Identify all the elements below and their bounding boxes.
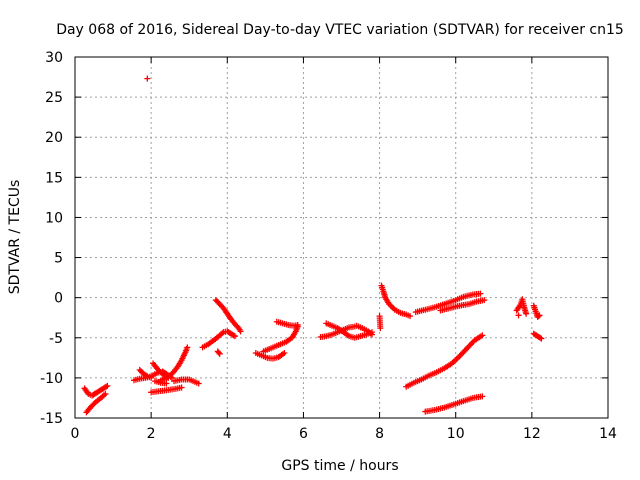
data-point — [535, 313, 542, 320]
data-point — [407, 313, 414, 320]
data-point — [104, 382, 111, 389]
data-point — [184, 344, 191, 351]
data-point — [219, 330, 226, 337]
data-point — [388, 303, 395, 310]
x-tick-label: 10 — [447, 426, 465, 442]
y-axis-label: SDTVAR / TECUs — [7, 180, 23, 295]
data-point — [216, 350, 223, 357]
y-tick-label: 0 — [54, 291, 63, 307]
data-point — [103, 383, 110, 390]
data-point — [163, 380, 170, 387]
grid — [75, 57, 608, 418]
data-point — [281, 350, 288, 357]
y-tick-label: 30 — [45, 50, 63, 66]
y-tick-label: 5 — [54, 251, 63, 267]
data-point — [143, 372, 150, 379]
data-point — [377, 325, 384, 332]
data-point — [367, 330, 374, 337]
x-tick-label: 12 — [523, 426, 541, 442]
y-tick-label: 15 — [45, 170, 63, 186]
y-tick-label: 20 — [45, 130, 63, 146]
data-point — [178, 384, 185, 391]
y-tick-label: -10 — [40, 371, 63, 387]
data-point — [148, 374, 155, 381]
x-tick-label: 0 — [71, 426, 80, 442]
data-point — [294, 321, 301, 328]
data-point — [230, 332, 237, 339]
y-tick-label: -5 — [49, 331, 63, 347]
data-point — [479, 393, 486, 400]
x-tick-label: 4 — [223, 426, 232, 442]
y-tick-label: 10 — [45, 210, 63, 226]
data-points — [81, 75, 545, 416]
y-tick-label: -15 — [40, 411, 63, 427]
x-tick-label: 8 — [375, 426, 384, 442]
data-point — [479, 332, 486, 339]
data-point — [368, 331, 375, 338]
y-tick-label: 25 — [45, 90, 63, 106]
data-point — [523, 310, 530, 317]
data-point — [102, 390, 109, 397]
chart-title: Day 068 of 2016, Sidereal Day-to-day VTE… — [56, 22, 624, 38]
data-point — [144, 75, 151, 82]
data-point — [481, 297, 488, 304]
data-point — [538, 335, 545, 342]
data-point — [515, 312, 522, 319]
x-tick-label: 2 — [147, 426, 156, 442]
plot-frame — [74, 56, 609, 419]
axis-ticks: 0 2 4 6 8 10 12 14 -15 -10 -5 0 5 10 15 20 25 30 — [40, 50, 617, 442]
x-tick-label: 6 — [299, 426, 308, 442]
data-point — [215, 349, 222, 356]
data-point — [195, 380, 202, 387]
data-point — [536, 312, 543, 319]
data-point — [231, 333, 238, 340]
data-point — [237, 328, 244, 335]
data-point — [537, 334, 544, 341]
data-point — [477, 290, 484, 297]
x-axis-label: GPS time / hours — [281, 458, 398, 474]
x-tick-label: 14 — [599, 426, 617, 442]
